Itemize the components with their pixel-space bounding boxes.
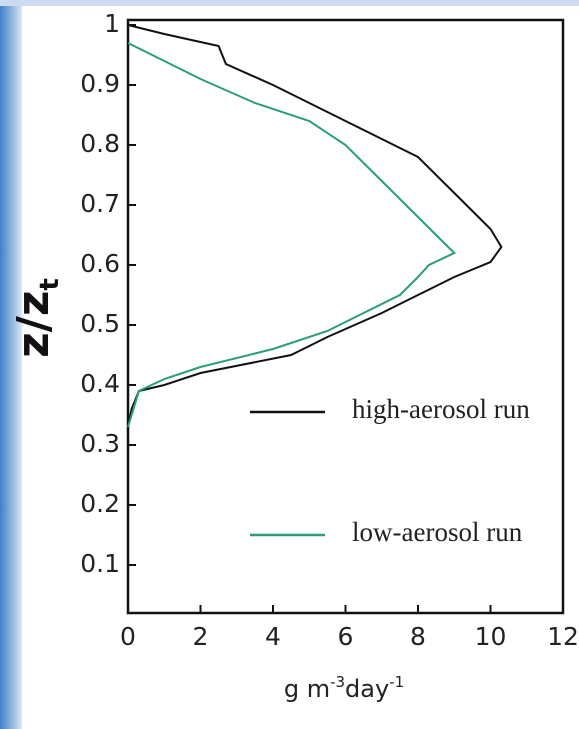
y-tick-label: 0.7: [80, 189, 120, 218]
y-tick-label: 0.4: [80, 369, 120, 398]
x-tick-label: 0: [120, 622, 136, 651]
top-strip: [0, 0, 579, 6]
x-tick-label: 6: [338, 622, 354, 651]
legend-label: high-aerosol run: [352, 394, 530, 424]
x-axis-label-part: g m: [284, 675, 330, 703]
y-axis-label: z/zt: [8, 278, 65, 358]
y-tick-label: 1: [104, 9, 120, 38]
background-photo: [0, 0, 22, 729]
x-tick-label: 8: [410, 622, 426, 651]
x-tick-label: 10: [475, 622, 507, 651]
y-axis-label-main: z/z: [8, 291, 59, 358]
y-tick-label: 0.6: [80, 249, 120, 278]
x-tick-label: 2: [193, 622, 209, 651]
y-tick-label: 0.2: [80, 489, 120, 518]
y-tick-label: 0.5: [80, 309, 120, 338]
x-tick-label: 4: [265, 622, 281, 651]
series-line: [127, 24, 503, 428]
legend-label: low-aerosol run: [352, 517, 523, 547]
x-axis-label: g m-3day-1: [284, 673, 404, 703]
y-axis-label-sub: t: [35, 278, 65, 290]
x-axis-label-sup: -3: [330, 673, 345, 691]
y-tick-label: 0.1: [80, 549, 120, 578]
y-tick-label: 0.8: [80, 129, 120, 158]
x-tick-label: 12: [547, 622, 579, 651]
x-axis-label-sup: -1: [389, 673, 404, 691]
y-tick-label: 0.3: [80, 429, 120, 458]
y-tick-label: 0.9: [80, 69, 120, 98]
series-line: [127, 42, 457, 428]
x-axis-label-part: day: [345, 675, 389, 703]
